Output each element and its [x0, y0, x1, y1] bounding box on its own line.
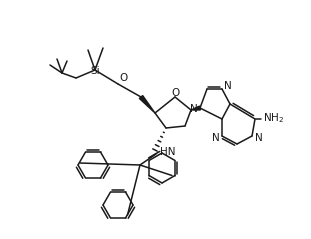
Polygon shape [139, 96, 155, 113]
Text: N: N [212, 133, 220, 143]
Text: Si: Si [90, 66, 100, 76]
Text: N: N [190, 104, 198, 114]
Text: N: N [255, 133, 263, 143]
Text: HN: HN [160, 147, 175, 157]
Text: N: N [224, 81, 232, 91]
Text: NH$_2$: NH$_2$ [263, 111, 284, 125]
Text: O: O [119, 73, 127, 83]
Polygon shape [191, 106, 200, 110]
Text: O: O [172, 88, 180, 98]
